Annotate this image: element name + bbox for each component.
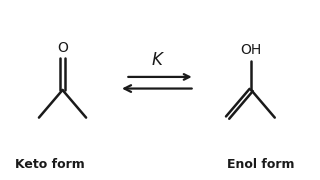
Text: Keto form: Keto form [15, 158, 85, 171]
Text: Enol form: Enol form [227, 158, 294, 171]
Text: O: O [57, 40, 68, 55]
Text: K: K [151, 51, 162, 69]
Text: OH: OH [241, 43, 262, 57]
